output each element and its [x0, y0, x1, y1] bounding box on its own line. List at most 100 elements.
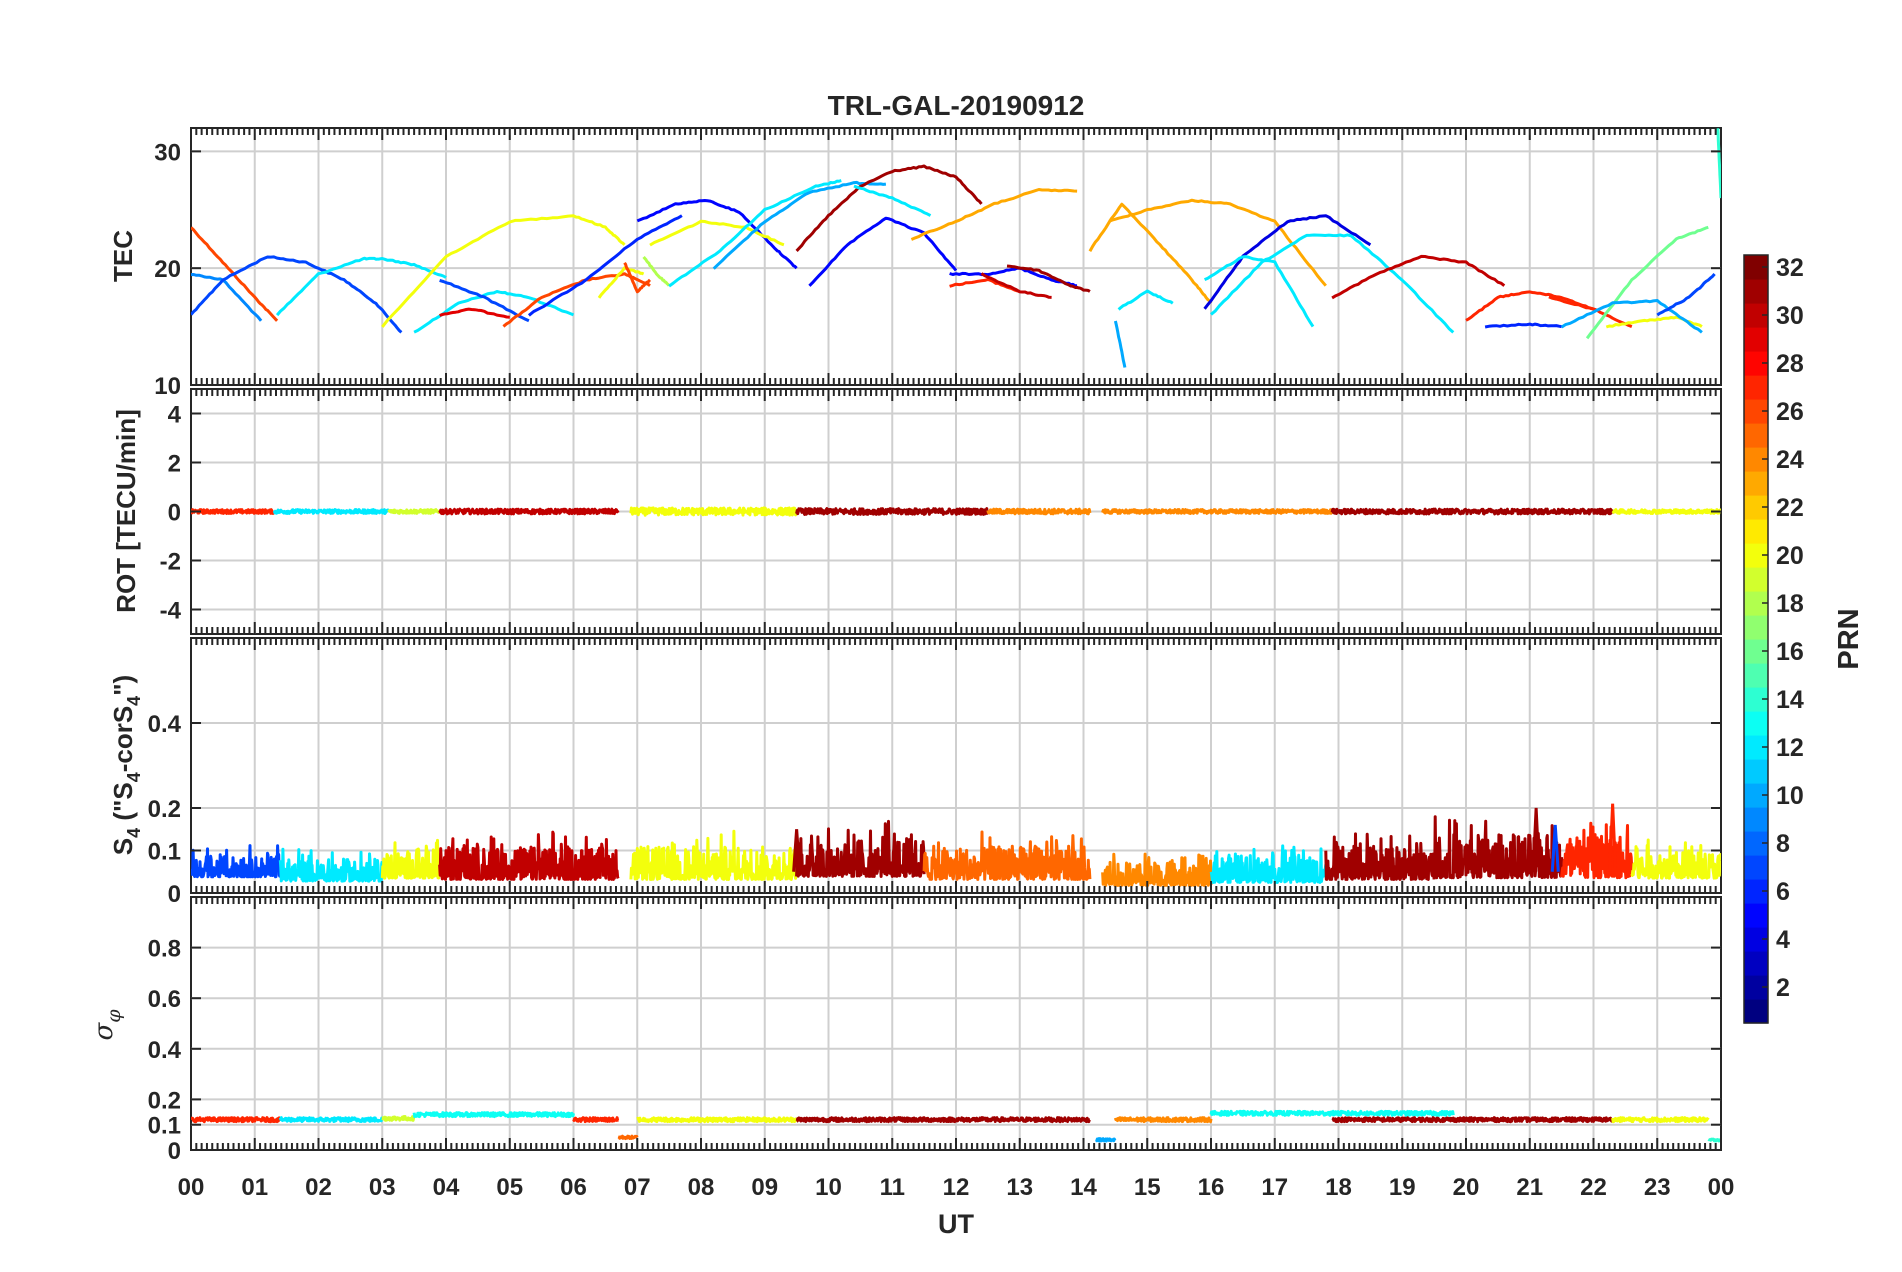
tec-ylabel: TEC: [108, 230, 138, 282]
s4-spike-prn-31: [792, 829, 802, 872]
tec-arc-prn-10: [1113, 320, 1127, 368]
sigma-series-prn-10: [1095, 1137, 1117, 1143]
colorbar-cell: [1744, 327, 1768, 352]
rot-series-prn-12: [272, 508, 390, 515]
colorbar-gradient: [1744, 255, 1768, 1024]
tec-panel: 10 20 30 TEC: [108, 127, 1722, 400]
colorbar-tick-label: 18: [1776, 590, 1804, 618]
sigma-ytick-label: 0.8: [148, 936, 181, 963]
sigma-series-prn-12: [278, 1116, 384, 1124]
tec-arc-prn-23: [910, 188, 1078, 241]
colorbar-cell: [1744, 279, 1768, 304]
tec-arc-prn-31: [1006, 264, 1091, 293]
rot-series-prn-24: [1101, 508, 1334, 515]
tec-arc-prn-7: [1656, 273, 1716, 317]
tec-arc-prn-12: [1117, 289, 1174, 311]
rot-lines: [191, 506, 1721, 517]
colorbar-label: PRN: [1833, 608, 1865, 669]
rot-ticks: -4 -2 0 2 4: [160, 389, 1722, 634]
x-tick-label: 11: [880, 1174, 905, 1201]
colorbar-cell: [1744, 807, 1768, 832]
colorbar-tick-label: 24: [1776, 446, 1804, 474]
s4-spike-prn-27: [1608, 803, 1618, 872]
colorbar-tick-label: 28: [1776, 350, 1804, 378]
x-tick-label: 15: [1134, 1174, 1161, 1201]
s4-series-prn-31: [1324, 832, 1436, 881]
tec-arc-prn-6: [527, 214, 683, 317]
rot-series-prn-20: [629, 506, 799, 517]
sigma-series-prn-13: [1209, 1109, 1455, 1117]
sigma-ytick-label: 0.1: [148, 1113, 181, 1140]
rot-series-prn-19: [387, 508, 441, 515]
x-tick-label: 05: [496, 1174, 523, 1201]
s4-series-prn-20: [629, 829, 798, 881]
colorbar-tick-label: 4: [1776, 926, 1790, 954]
tec-arc-prn-16: [1585, 225, 1709, 340]
s4-ylabel-group: S4 ("S4-corS4"): [108, 675, 144, 855]
colorbar-cell: [1744, 423, 1768, 448]
x-tick-label: 12: [943, 1174, 970, 1201]
colorbar-cell: [1744, 903, 1768, 928]
tec-ytick-label: 30: [154, 139, 181, 166]
colorbar-cell: [1744, 951, 1768, 976]
colorbar-cell: [1744, 759, 1768, 784]
tec-ytick-label: 20: [154, 256, 181, 283]
colorbar-cell: [1744, 567, 1768, 592]
s4-ytick-label: 0.4: [148, 711, 182, 738]
colorbar-cell: [1744, 855, 1768, 880]
x-tick-label: 21: [1516, 1174, 1543, 1201]
rot-series-prn-31: [1330, 507, 1614, 516]
s4-spike-prn-7: [1550, 824, 1560, 872]
s4-series-prn-20: [1630, 838, 1721, 880]
sigma-series-prn-27: [572, 1116, 620, 1124]
rot-series-prn-31: [795, 507, 989, 516]
colorbar-tick-label: 22: [1776, 494, 1804, 522]
colorbar-cell: [1744, 663, 1768, 688]
s4-series-prn-27: [1560, 821, 1634, 880]
x-tick-label: 22: [1580, 1174, 1607, 1201]
tec-arc-prn-4: [1203, 214, 1372, 310]
sigma-series-prn-31: [1331, 1116, 1615, 1124]
s4-series-prn-20: [380, 838, 442, 880]
colorbar-cell: [1744, 471, 1768, 496]
tec-arc-prn-26: [191, 226, 279, 322]
tec-arc-prn-26: [623, 261, 652, 294]
s4-series-prn-30: [438, 830, 620, 881]
colorbar-tick-label: 12: [1776, 734, 1804, 762]
sigma-series-prn-25: [617, 1134, 639, 1140]
x-tick-label: 18: [1325, 1174, 1352, 1201]
colorbar-cell: [1744, 999, 1768, 1024]
x-tick-label: 00: [1708, 1174, 1735, 1201]
colorbar-tick-label: 10: [1776, 782, 1804, 810]
colorbar-cell: [1744, 519, 1768, 544]
s4-series-prn-24: [1101, 852, 1213, 887]
tec-arc-prn-7: [439, 278, 530, 323]
tec-arc-prn-30: [1331, 254, 1506, 300]
s4-ytick-label: 0: [168, 881, 181, 908]
x-tick-label: 17: [1261, 1174, 1288, 1201]
tec-ticks: 10 20 30: [154, 128, 1722, 400]
x-tick-labels: 00 01 02 03 04 05 06 07 08 09 10 11 12 13 14 15 16 17 18 19…: [178, 1174, 1735, 1201]
tec-arc-prn-20: [381, 214, 626, 328]
x-tick-label: 01: [241, 1174, 268, 1201]
x-tick-label: 14: [1070, 1174, 1097, 1201]
sigma-ytick-label: 0.6: [148, 986, 181, 1013]
sigma-series-prn-19: [381, 1115, 416, 1122]
tec-arc-prn-12: [1210, 233, 1455, 334]
colorbar-cell: [1744, 375, 1768, 400]
x-tick-label: 23: [1644, 1174, 1671, 1201]
tec-arc-prn-7: [191, 255, 403, 334]
s4-ytick-label: 0.2: [148, 796, 181, 823]
sigma-lines: [191, 1109, 1721, 1143]
x-axis-label: UT: [938, 1209, 974, 1239]
x-tick-label: 06: [560, 1174, 587, 1201]
rot-series-prn-30: [438, 507, 620, 516]
tec-arc-prn-27: [1548, 295, 1633, 329]
tec-arc-prn-12: [275, 256, 447, 317]
tec-arc-prn-14: [1716, 128, 1721, 199]
colorbar-tick-label: 6: [1776, 878, 1790, 906]
colorbar-box: [1743, 254, 1769, 1024]
colorbar-tick-label: 16: [1776, 638, 1804, 666]
rot-ytick-label: 2: [168, 451, 181, 478]
